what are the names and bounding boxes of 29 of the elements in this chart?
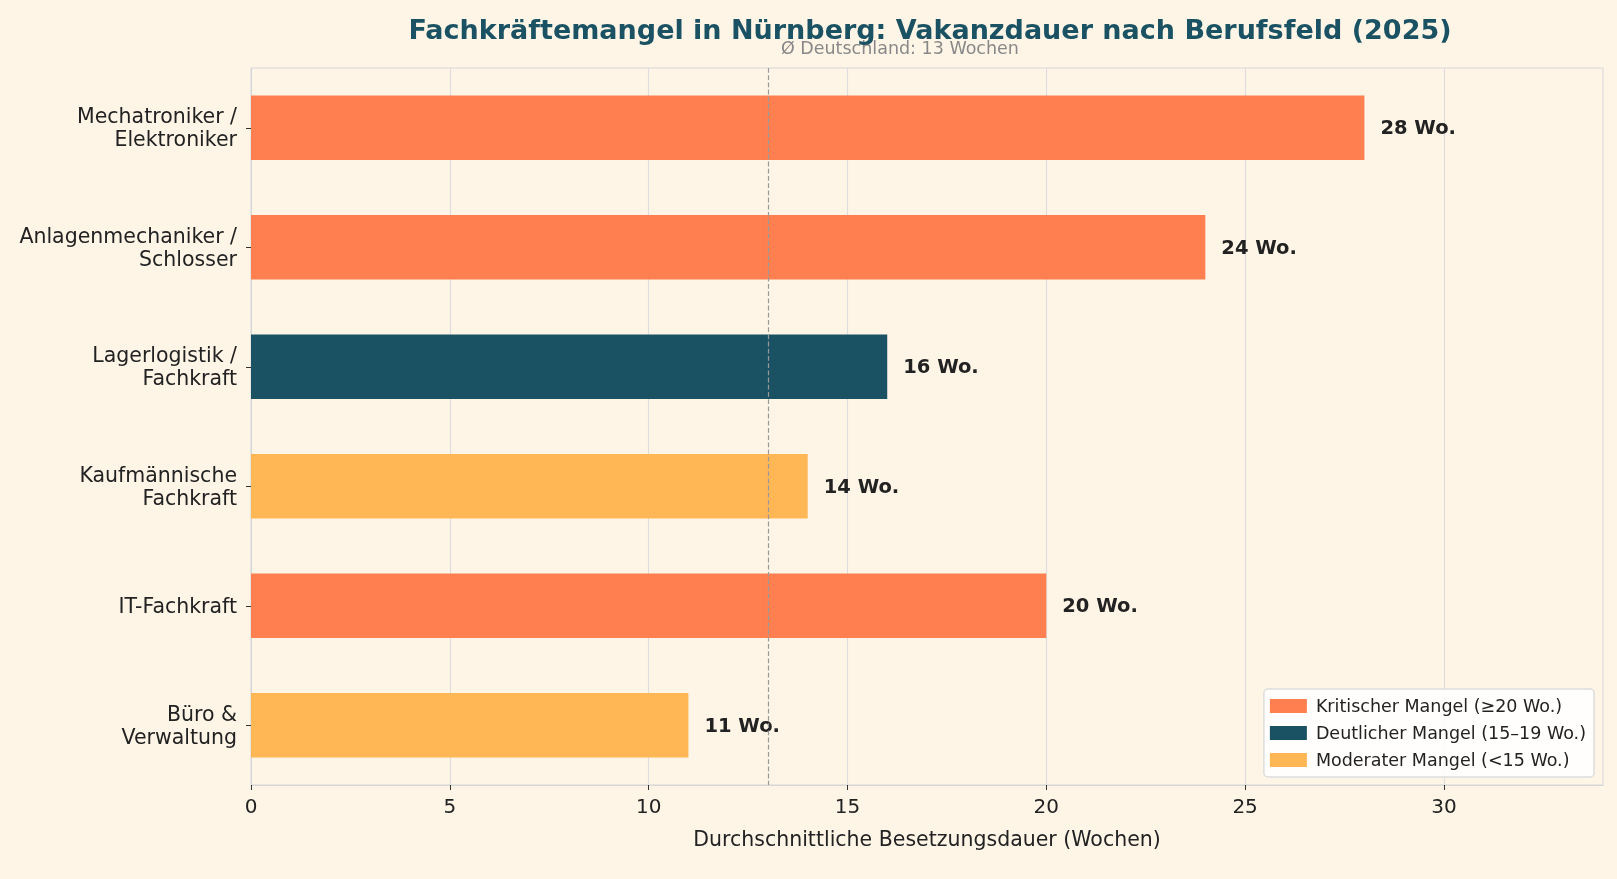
bar bbox=[251, 692, 689, 758]
legend-label: Kritischer Mangel (≥20 Wo.) bbox=[1315, 696, 1563, 716]
x-tick-label: 30 bbox=[1431, 794, 1457, 818]
data-label: 11 Wo. bbox=[704, 713, 780, 737]
x-axis-title: Durchschnittliche Besetzungsdauer (Wochen) bbox=[693, 826, 1161, 851]
legend-label: Moderater Mangel (<15 Wo.) bbox=[1315, 750, 1570, 770]
bar bbox=[251, 453, 808, 519]
x-tick-label: 20 bbox=[1033, 794, 1060, 818]
bar bbox=[251, 214, 1206, 280]
data-label: 14 Wo. bbox=[823, 474, 900, 498]
data-label: 20 Wo. bbox=[1062, 594, 1138, 618]
y-tick-label: IT-Fachkraft bbox=[118, 593, 237, 618]
bar bbox=[251, 573, 1047, 639]
x-tick-label: 5 bbox=[443, 794, 457, 818]
x-tick-label: 0 bbox=[244, 794, 258, 818]
y-tick-label: Büro & Verwaltung bbox=[121, 701, 237, 749]
x-tick-label: 15 bbox=[834, 794, 861, 818]
bar bbox=[251, 334, 888, 400]
y-tick-label: Lagerlogistik / Fachkraft bbox=[92, 343, 238, 391]
legend-label: Deutlicher Mangel (15–19 Wo.) bbox=[1315, 723, 1587, 743]
bar bbox=[251, 95, 1365, 161]
data-label: 24 Wo. bbox=[1221, 235, 1297, 259]
y-tick-label: Kaufmännische Fachkraft bbox=[79, 462, 237, 510]
data-label: 16 Wo. bbox=[903, 355, 979, 379]
x-tick-label: 10 bbox=[635, 794, 662, 818]
y-tick-label: Anlagenmechaniker / Schlosser bbox=[19, 223, 238, 271]
data-label: 28 Wo. bbox=[1380, 116, 1456, 140]
x-tick-label: 25 bbox=[1232, 794, 1258, 818]
y-tick-label: Mechatroniker / Elektroniker bbox=[77, 104, 238, 152]
